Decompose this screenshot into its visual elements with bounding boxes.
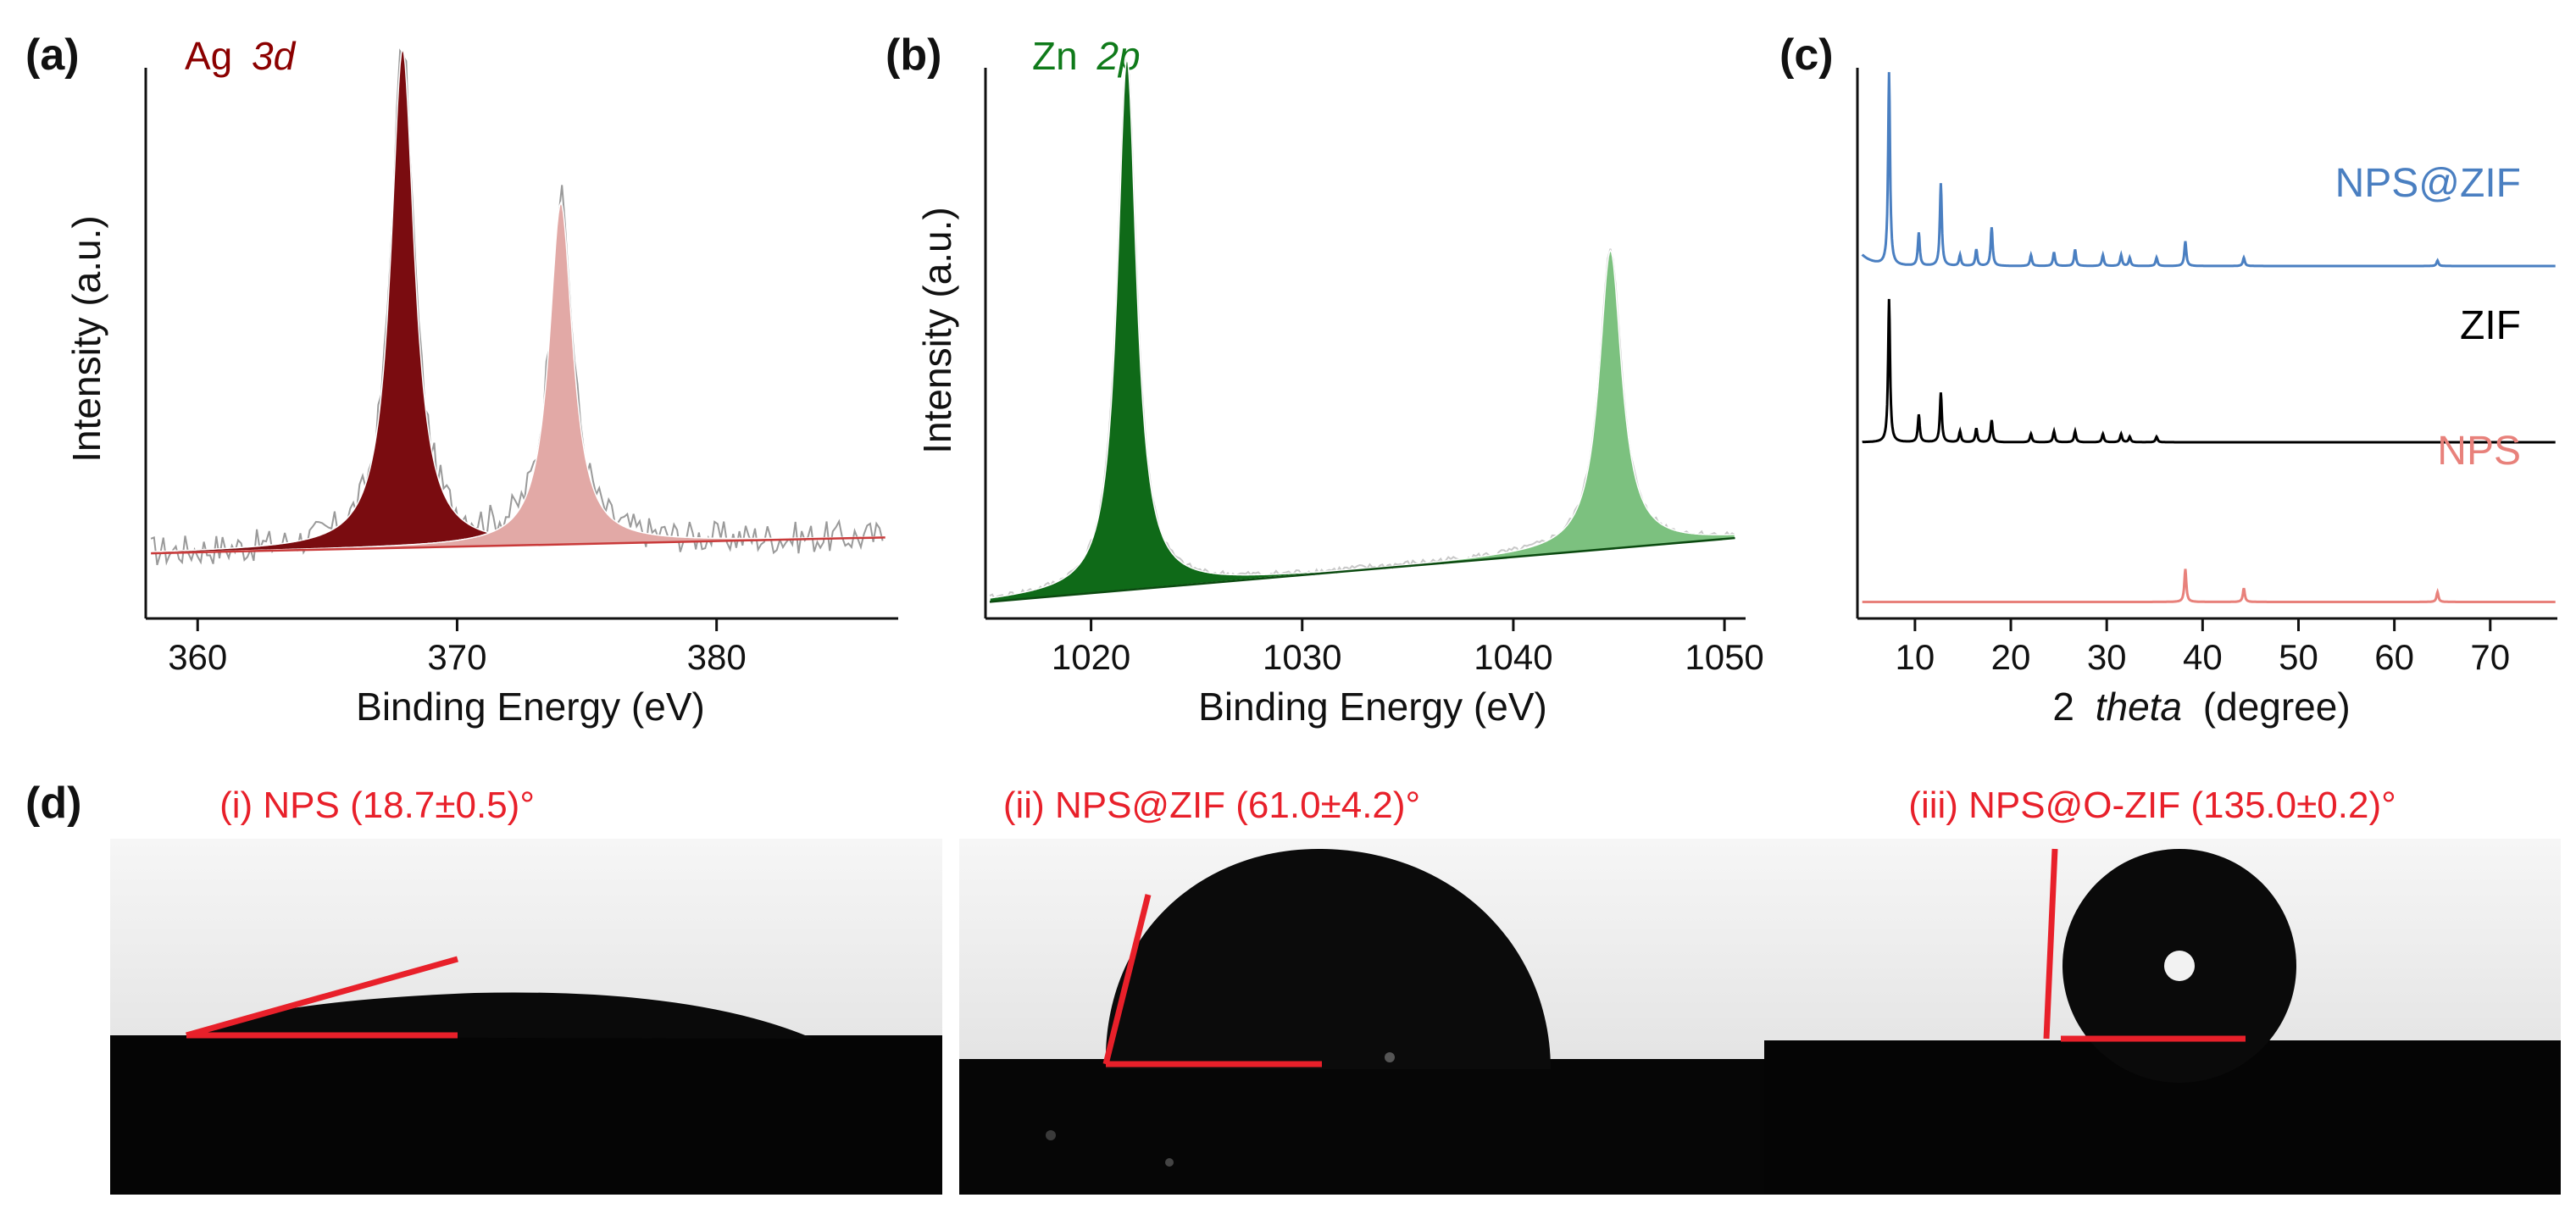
panel-a-xlabel: Binding Energy (eV) bbox=[356, 685, 705, 729]
panel-a-title-element: Ag bbox=[185, 34, 232, 78]
peak-fit-2 bbox=[150, 201, 886, 554]
droplet-2-drop bbox=[1105, 848, 1551, 1069]
panel-c-series-labels: NPS@ZIF ZIF NPS bbox=[2335, 161, 2521, 474]
panel-b-xlabel: Binding Energy (eV) bbox=[1198, 685, 1547, 729]
panel-a-x-ticks: 360 370 380 bbox=[168, 618, 747, 677]
peak-fit-1 bbox=[150, 47, 886, 554]
panel-c-plot-area bbox=[1861, 72, 2556, 603]
panel-b-title-orbital: 2p bbox=[1096, 34, 1140, 78]
x-tick-label: 10 bbox=[1896, 637, 1935, 677]
droplet-2-speck-1 bbox=[1046, 1130, 1056, 1140]
droplet-image-2-substrate bbox=[959, 1059, 1767, 1195]
panel-b-label: (b) bbox=[886, 30, 941, 80]
panel-b-x-ticks: 1020 1030 1040 1050 bbox=[1052, 618, 1764, 677]
droplet-1-tangent-line bbox=[186, 956, 458, 1039]
x-tick-label: 50 bbox=[2279, 637, 2318, 677]
panel-a-label: (a) bbox=[25, 30, 80, 80]
droplet-2-speck-2 bbox=[1165, 1158, 1174, 1167]
droplet-3-tangent-line bbox=[2043, 848, 2058, 1040]
x-tick-label: 20 bbox=[1991, 637, 2031, 677]
panel-b-title: Zn 2p bbox=[1032, 34, 1141, 78]
panel-c-xlabel: 2 theta (degree) bbox=[2052, 685, 2350, 729]
panel-c: (c) NPS@ZIF ZIF NPS 10 20 30 40 50 60 70 2 theta… bbox=[1779, 30, 2557, 729]
droplet-image-1-substrate bbox=[110, 1035, 942, 1195]
panel-d-label: (d) bbox=[25, 779, 81, 828]
x-tick-label: 30 bbox=[2087, 637, 2127, 677]
panel-c-x-ticks: 10 20 30 40 50 60 70 bbox=[1896, 618, 2510, 677]
x-tick-label: 40 bbox=[2183, 637, 2223, 677]
series-label: NPS bbox=[2437, 429, 2521, 474]
panel-c-label: (c) bbox=[1779, 30, 1834, 80]
x-tick-label: 360 bbox=[168, 637, 227, 677]
x-tick-label: 1040 bbox=[1474, 637, 1552, 677]
x-tick-label: 370 bbox=[427, 637, 486, 677]
panel-b-plot-area bbox=[989, 58, 1736, 603]
panel-d-caption-3: (iii) NPS@O-ZIF (135.0±0.2)° bbox=[1908, 785, 2396, 826]
panel-a-ylabel: Intensity (a.u.) bbox=[64, 215, 108, 462]
panel-c-xlabel-italic: theta bbox=[2096, 685, 2182, 729]
xrd-series-nps-at-zif bbox=[1861, 72, 2556, 268]
x-tick-label: 1020 bbox=[1052, 637, 1130, 677]
x-tick-label: 1030 bbox=[1263, 637, 1341, 677]
raw-data-trace bbox=[150, 48, 884, 566]
droplet-1-drop bbox=[186, 992, 813, 1039]
x-tick-label: 70 bbox=[2470, 637, 2510, 677]
droplet-image-3 bbox=[1764, 839, 2561, 1195]
droplet-3-highlight bbox=[2164, 951, 2195, 981]
droplet-image-1 bbox=[110, 839, 942, 1195]
x-tick-label: 60 bbox=[2374, 637, 2414, 677]
droplet-2-tangent-line bbox=[1102, 894, 1152, 1065]
x-tick-label: 1050 bbox=[1685, 637, 1763, 677]
panel-d-caption-1: (i) NPS (18.7±0.5)° bbox=[219, 785, 535, 826]
xrd-series-nps bbox=[1862, 568, 2556, 603]
panel-b-title-element: Zn bbox=[1032, 34, 1078, 78]
series-label: NPS@ZIF bbox=[2335, 161, 2521, 206]
panel-c-xlabel-suffix: (degree) bbox=[2203, 685, 2351, 729]
panel-d-caption-2: (ii) NPS@ZIF (61.0±4.2)° bbox=[1003, 785, 1420, 826]
droplet-image-2 bbox=[959, 839, 1767, 1195]
xrd-series-zif bbox=[1862, 298, 2556, 444]
baseline-line bbox=[151, 536, 886, 555]
panel-a: (a) Ag 3d Intensity (a.u.) 360 370 380 Bin… bbox=[25, 30, 898, 729]
baseline-line bbox=[989, 536, 1735, 603]
panel-b-ylabel: Intensity (a.u.) bbox=[915, 207, 959, 453]
panel-b: (b) Zn 2p Intensity (a.u.) 1020 1030 1040 1… bbox=[886, 30, 1764, 729]
droplet-2-speck-3 bbox=[1385, 1052, 1395, 1062]
series-label: ZIF bbox=[2460, 303, 2521, 348]
panel-a-title: Ag 3d bbox=[185, 34, 297, 78]
x-tick-label: 380 bbox=[687, 637, 747, 677]
panel-a-plot-area bbox=[150, 47, 886, 566]
panel-a-title-orbital: 3d bbox=[252, 34, 297, 78]
panel-c-xlabel-prefix: 2 bbox=[2052, 685, 2074, 729]
panel-d: (d) (i) NPS (18.7±0.5)° (ii) NPS@ZIF (61… bbox=[25, 779, 2561, 1195]
